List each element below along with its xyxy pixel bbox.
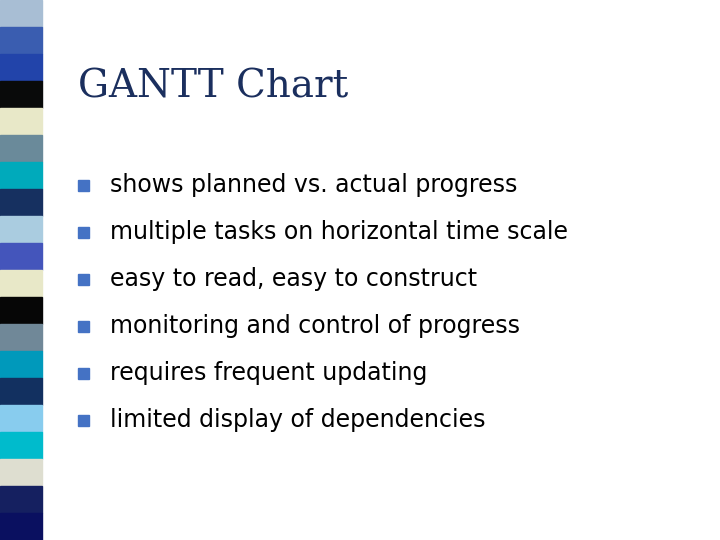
Bar [0, 81, 42, 108]
Text: easy to read, easy to construct: easy to read, easy to construct [110, 267, 477, 291]
Bar [0, 513, 42, 540]
Text: limited display of dependencies: limited display of dependencies [110, 408, 485, 432]
Bar [0, 162, 42, 189]
Bar [0, 135, 42, 162]
Text: requires frequent updating: requires frequent updating [110, 361, 428, 385]
Text: monitoring and control of progress: monitoring and control of progress [110, 314, 520, 338]
Bar [0, 270, 42, 297]
Bar [0, 351, 42, 378]
Bar [0, 405, 42, 432]
Bar [0, 459, 42, 486]
Bar [0, 243, 42, 270]
Bar [0, 324, 42, 351]
Bar [78, 226, 89, 238]
Text: shows planned vs. actual progress: shows planned vs. actual progress [110, 173, 518, 197]
Bar [0, 0, 42, 27]
Bar [78, 368, 89, 379]
Bar [0, 216, 42, 243]
Text: multiple tasks on horizontal time scale: multiple tasks on horizontal time scale [110, 220, 568, 244]
Bar [0, 297, 42, 324]
Text: GANTT Chart: GANTT Chart [78, 68, 348, 105]
Bar [0, 189, 42, 216]
Bar [0, 27, 42, 54]
Bar [0, 486, 42, 513]
Bar [0, 108, 42, 135]
Bar [0, 432, 42, 459]
Bar [78, 415, 89, 426]
Bar [0, 54, 42, 81]
Bar [78, 273, 89, 285]
Bar [78, 179, 89, 191]
Bar [78, 321, 89, 332]
Bar [0, 378, 42, 405]
